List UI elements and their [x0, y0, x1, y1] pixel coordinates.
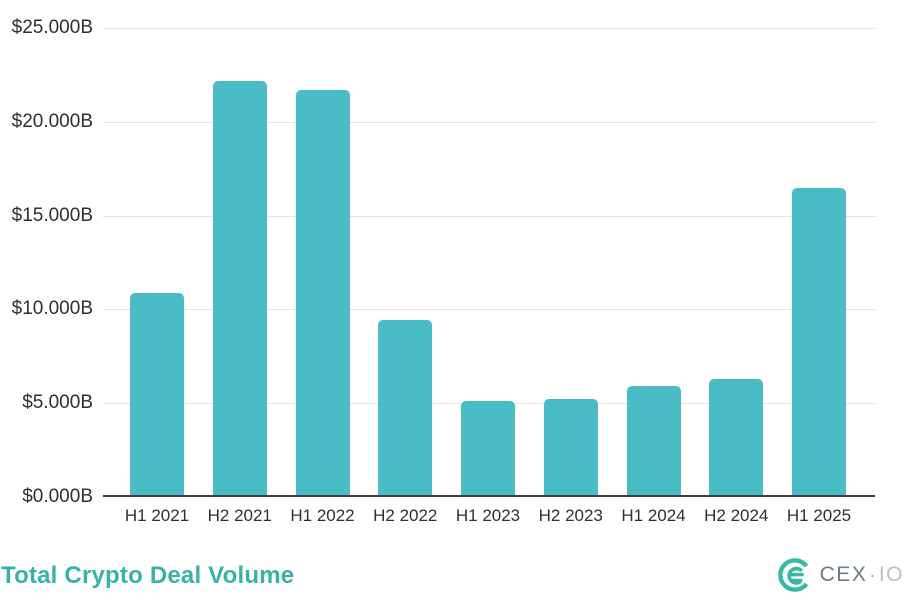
x-tick-label: H2 2021 [207, 506, 272, 525]
bar-h2-2022 [378, 319, 433, 497]
wordmark-cex: CEX [819, 563, 868, 586]
wordmark-separator: · [869, 565, 877, 585]
y-tick-label: $25.000B [11, 17, 93, 38]
cexio-logo-icon [777, 557, 813, 593]
y-tick-label: $20.000B [11, 110, 93, 132]
x-tick-label: H2 2024 [704, 506, 769, 525]
cexio-logo: CEX · IO [777, 557, 904, 593]
x-tick-label: H2 2022 [373, 506, 438, 525]
gridline-20 [103, 121, 875, 123]
y-tick-label: $10.000B [11, 298, 93, 320]
x-tick-label: H2 2023 [538, 506, 603, 525]
chart-title: Total Crypto Deal Volume [1, 562, 295, 589]
y-tick-label: $0.000B [22, 486, 93, 507]
bar-h2-2024 [709, 378, 764, 497]
x-tick-label: H1 2023 [455, 506, 521, 525]
y-tick-label: $5.000B [22, 392, 93, 414]
bar-h1-2022 [295, 89, 350, 497]
bar-h1-2025 [792, 188, 846, 497]
y-tick-label: $15.000B [11, 204, 93, 226]
bar-h1-2021 [130, 292, 184, 497]
bar-h2-2023 [543, 398, 598, 497]
x-tick-label: H1 2025 [786, 506, 852, 525]
wordmark-io: IO [878, 563, 904, 586]
x-tick-label: H1 2021 [124, 506, 190, 525]
x-tick-label: H1 2022 [290, 506, 355, 525]
gridline-15 [103, 215, 875, 217]
gridline-25 [103, 28, 875, 29]
bar-h2-2021 [212, 80, 267, 497]
bar-h1-2024 [626, 386, 681, 497]
plot-area [103, 28, 875, 497]
gridline-10 [103, 309, 875, 311]
cexio-wordmark: CEX · IO [820, 557, 904, 593]
x-tick-label: H1 2024 [621, 506, 686, 525]
x-axis-line [103, 495, 875, 497]
bar-h1-2023 [461, 401, 515, 497]
